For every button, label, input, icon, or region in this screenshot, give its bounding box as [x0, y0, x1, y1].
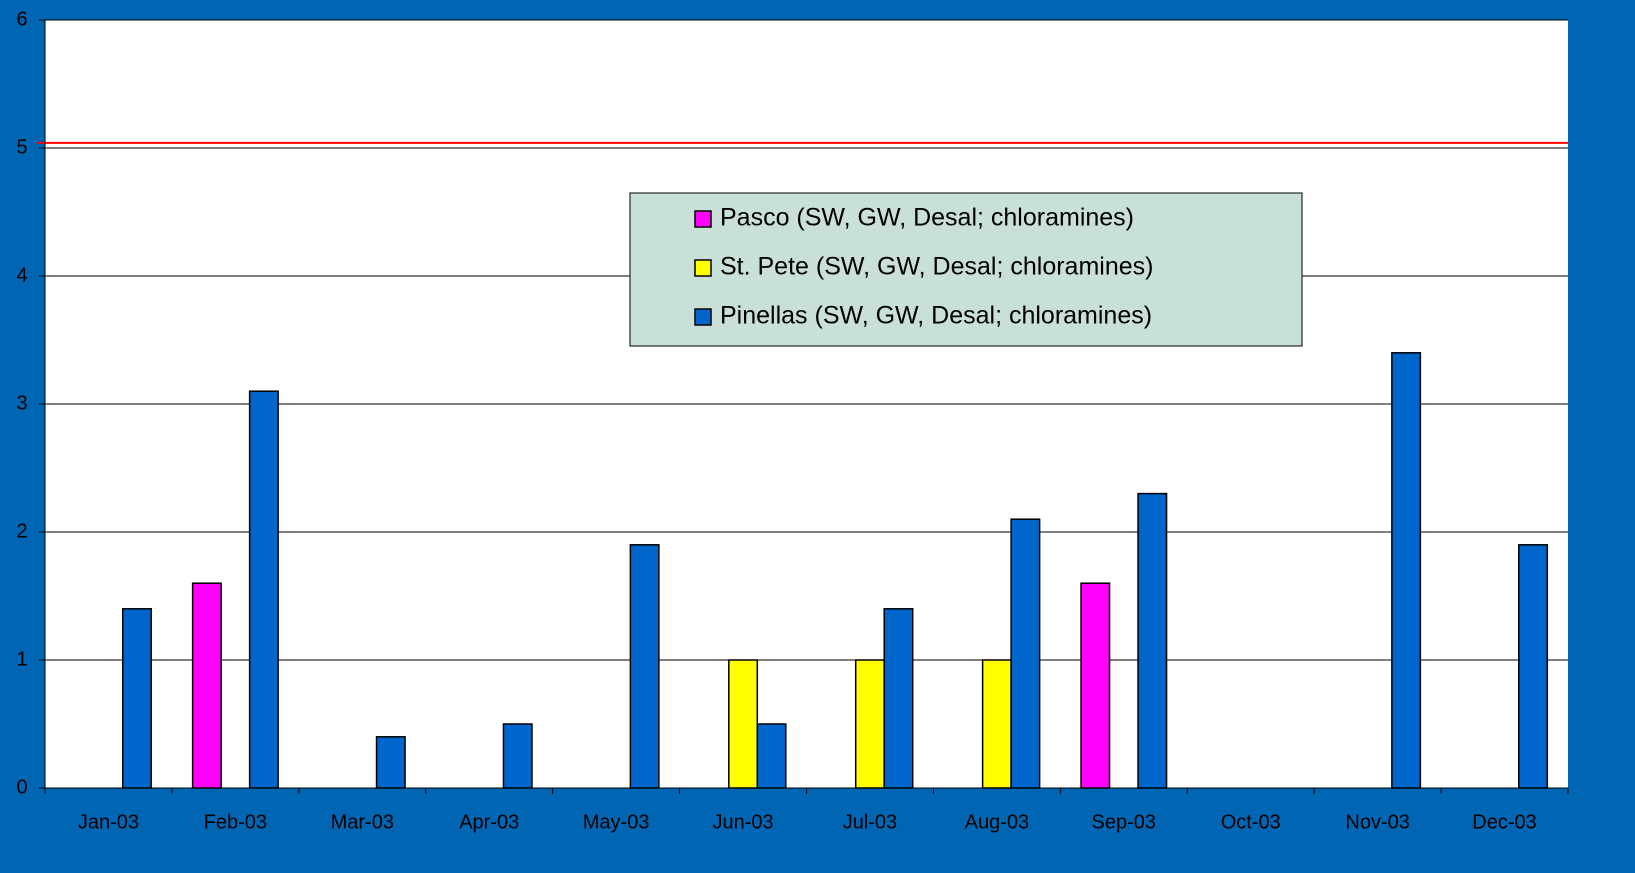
bar — [121, 608, 152, 789]
bar — [502, 723, 533, 789]
bar — [854, 659, 885, 789]
x-tick-label: Jun-03 — [712, 811, 773, 833]
bar — [248, 390, 279, 789]
legend-swatch — [694, 259, 712, 277]
legend-label: St. Pete (SW, GW, Desal; chloramines) — [720, 253, 1153, 281]
x-tick-label: Mar-03 — [331, 811, 394, 833]
x-tick-label: Jan-03 — [78, 811, 139, 833]
x-tick-label: Aug-03 — [965, 811, 1030, 833]
bar — [981, 659, 1012, 789]
x-tick-label: May-03 — [583, 811, 650, 833]
bar — [883, 608, 914, 789]
bar — [375, 736, 406, 789]
y-tick-label: 3 — [16, 392, 27, 414]
y-tick-label: 4 — [16, 264, 27, 286]
x-tick-label: Nov-03 — [1345, 811, 1409, 833]
y-tick-label: 5 — [16, 136, 27, 158]
bar — [756, 723, 787, 789]
y-tick-label: 2 — [16, 520, 27, 542]
x-tick-label: Sep-03 — [1092, 811, 1157, 833]
bar — [1010, 518, 1041, 789]
bar — [1518, 544, 1549, 789]
legend-label: Pasco (SW, GW, Desal; chloramines) — [720, 204, 1134, 232]
y-tick-label: 6 — [16, 8, 27, 30]
legend-label: Pinellas (SW, GW, Desal; chloramines) — [720, 302, 1152, 330]
bar — [1080, 582, 1111, 789]
bar — [191, 582, 222, 789]
x-tick-label: Dec-03 — [1472, 811, 1536, 833]
bar — [1391, 352, 1422, 789]
bar — [629, 544, 660, 789]
x-tick-label: Feb-03 — [204, 811, 267, 833]
x-tick-label: Oct-03 — [1221, 811, 1281, 833]
legend-swatch — [694, 308, 712, 326]
bar — [1137, 492, 1168, 789]
y-tick-label: 1 — [16, 648, 27, 670]
x-tick-label: Jul-03 — [843, 811, 897, 833]
legend-box — [629, 192, 1303, 347]
bar — [728, 659, 759, 789]
legend-swatch — [694, 210, 712, 228]
x-tick-label: Apr-03 — [459, 811, 519, 833]
y-tick-label: 0 — [16, 776, 27, 798]
